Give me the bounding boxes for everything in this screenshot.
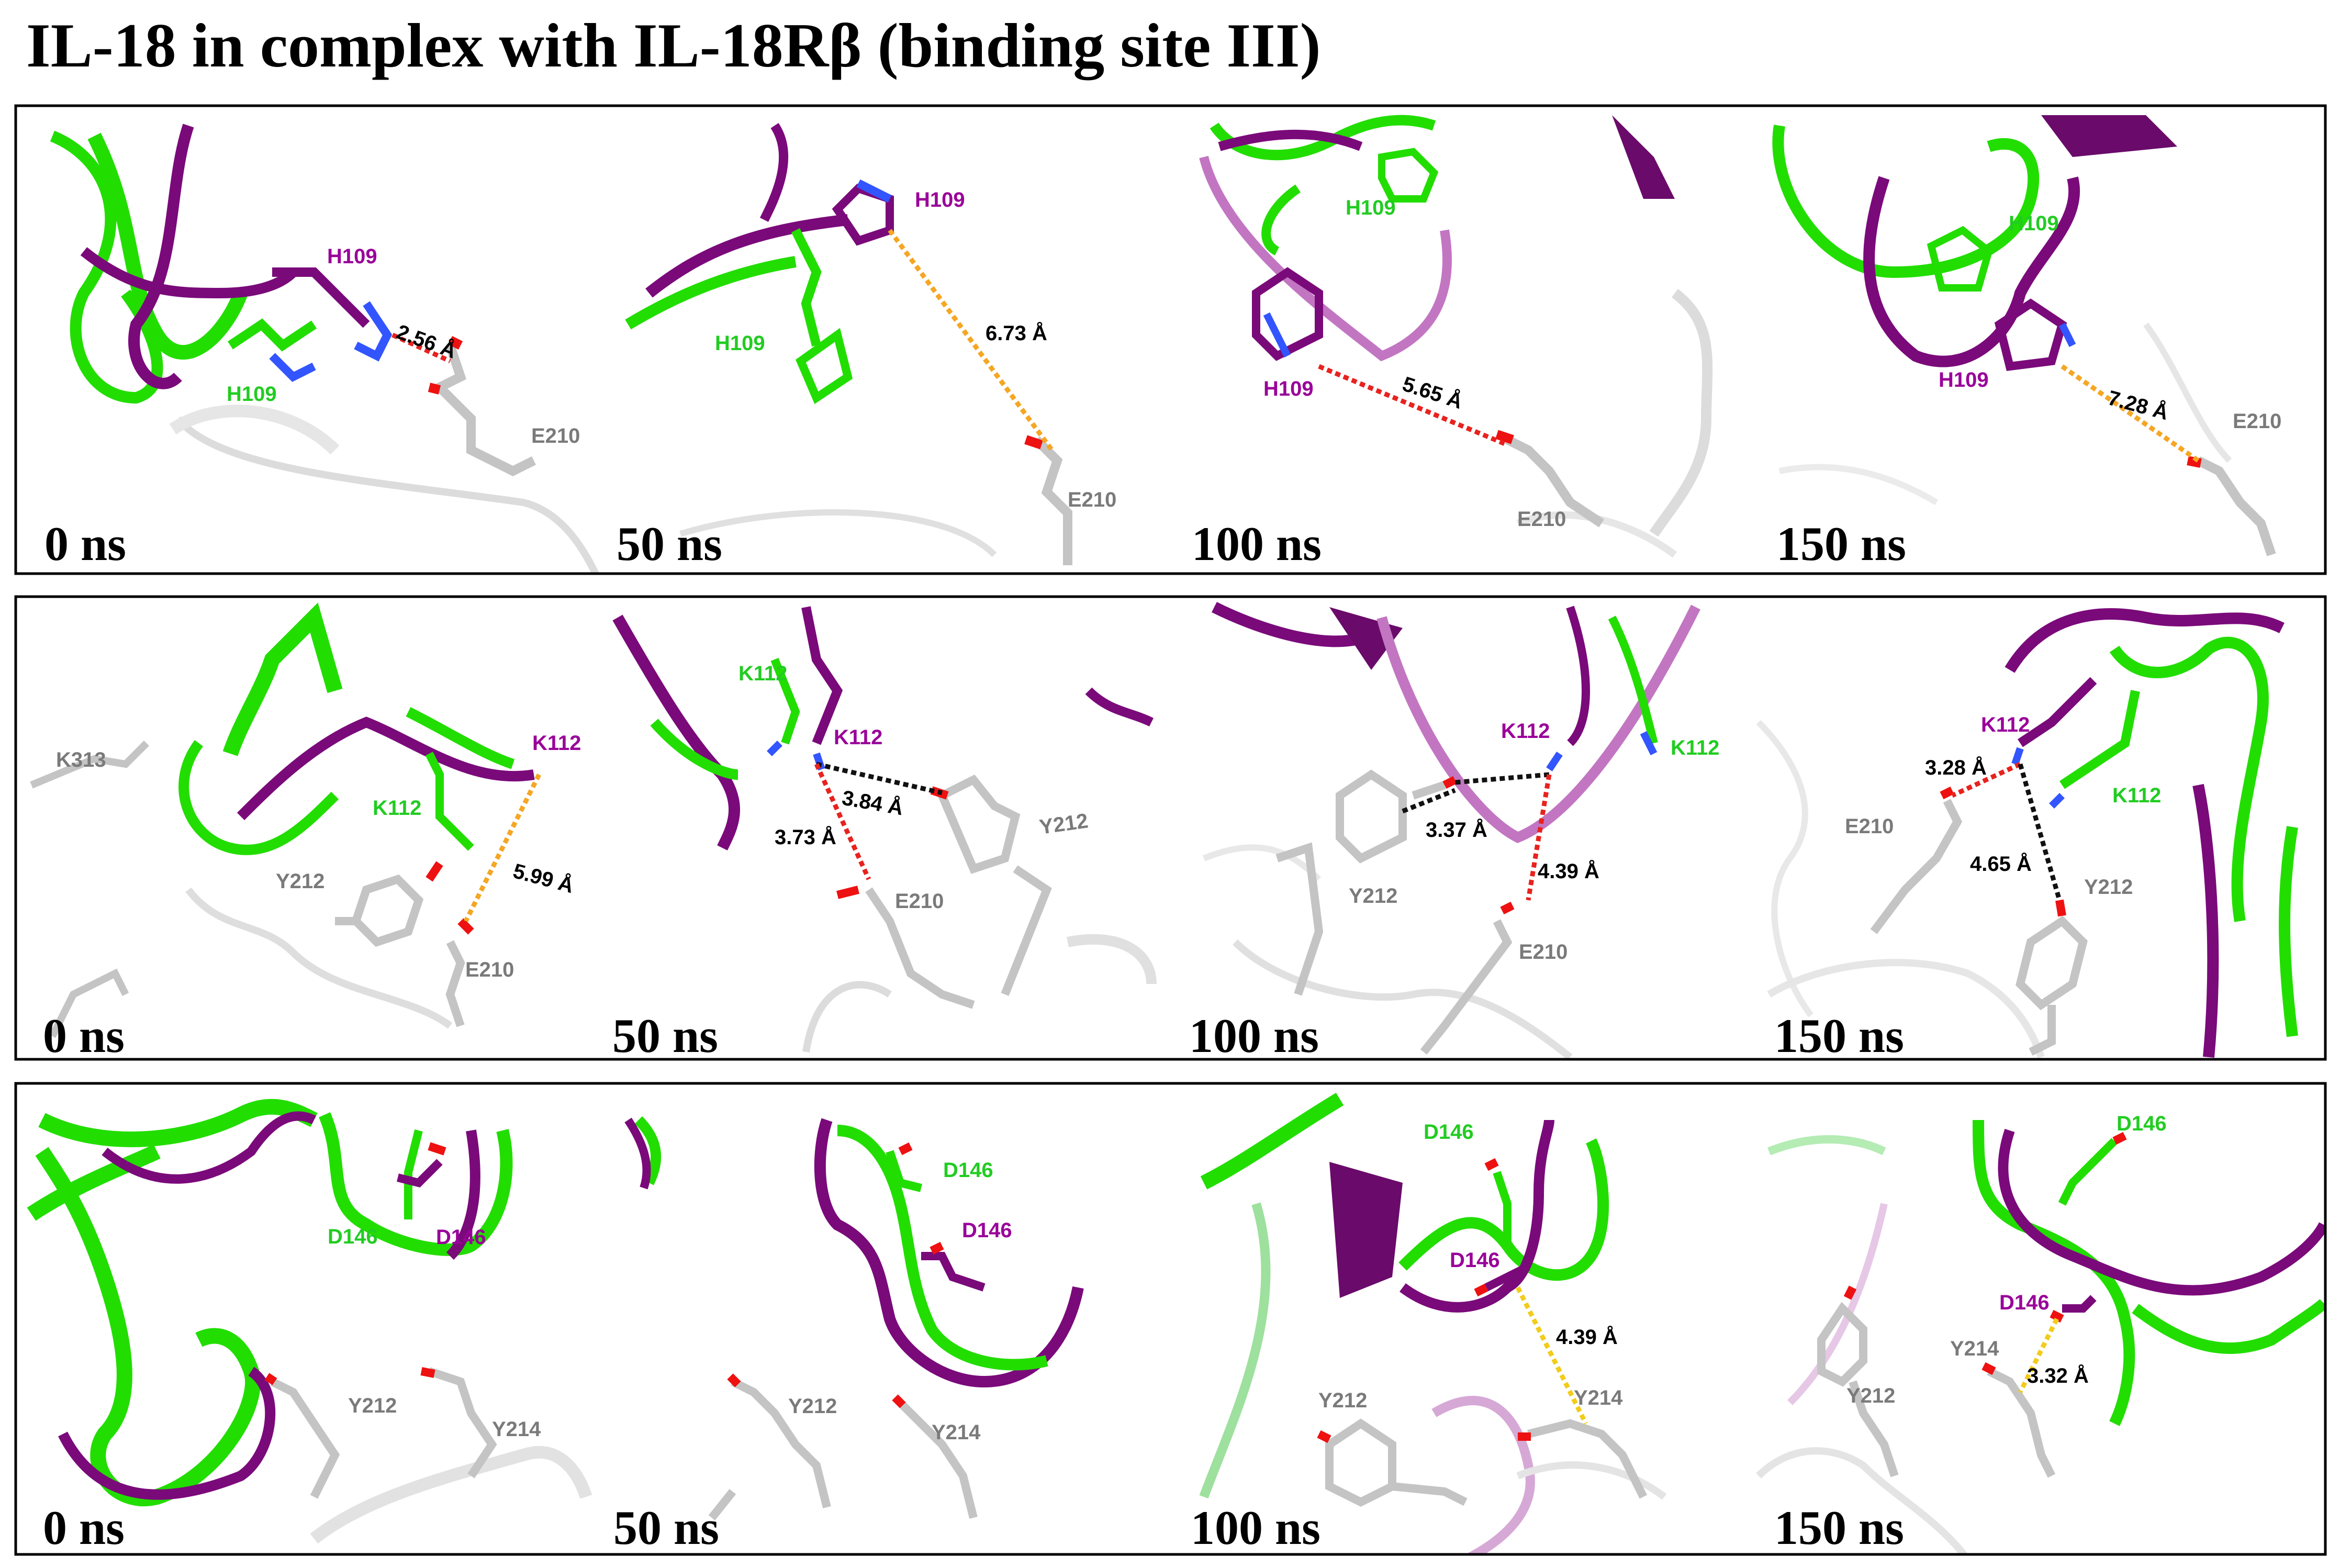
row2-panel2-distance-2: 3.73 Å xyxy=(775,825,836,849)
row2-time-3: 100 ns xyxy=(1189,1009,1319,1062)
row-3-d146: D146 D146 Y212 Y214 D146 xyxy=(14,1082,2327,1556)
row-3-frame xyxy=(14,1082,2327,1556)
row-1-frame xyxy=(14,104,2327,575)
row1-panel1-label-gray: E210 xyxy=(531,424,580,447)
row1-time-3: 100 ns xyxy=(1192,517,1322,570)
row2-panel4-label-purple: K112 xyxy=(1981,713,2030,736)
row3-panel4-label-purple: D146 xyxy=(1999,1291,2050,1314)
row-1-h109: H109 H109 E210 2.56 Å H109 H109 xyxy=(14,104,2327,575)
row2-panel4-distance-2: 4.65 Å xyxy=(1970,852,2032,876)
row3-panel1-label-gray1: Y212 xyxy=(348,1394,397,1417)
row2-panel3-label-green: K112 xyxy=(1671,736,1719,759)
row1-panel3-label-green: H109 xyxy=(1346,196,1396,219)
row2-panel3-label-gray2: E210 xyxy=(1519,940,1568,964)
row2-panel3-distance-2: 4.39 Å xyxy=(1538,859,1599,883)
row2-panel3-distance-1: 3.37 Å xyxy=(1426,818,1487,842)
row3-panel2-label-green: D146 xyxy=(943,1159,993,1182)
row1-panel4-label-gray: E210 xyxy=(2233,410,2281,433)
row2-panel4-distance-1: 3.28 Å xyxy=(1925,756,1987,779)
row3-time-3: 100 ns xyxy=(1191,1501,1320,1554)
row3-panel4-distance: 3.32 Å xyxy=(2027,1364,2089,1387)
row-2-frame xyxy=(14,595,2327,1061)
row3-panel1-label-gray2: Y214 xyxy=(492,1418,541,1441)
row1-panel2-structure: H109 H109 E210 6.73 Å xyxy=(625,123,1116,565)
row1-panel2-label-gray: E210 xyxy=(1068,488,1116,511)
row1-panel4-label-purple: H109 xyxy=(1939,368,1989,391)
row3-panel2-label-purple: D146 xyxy=(962,1219,1012,1242)
row2-panel2-label-gray2: E210 xyxy=(895,890,944,913)
row3-time-2: 50 ns xyxy=(613,1501,719,1554)
row2-panel3-label-gray1: Y212 xyxy=(1349,884,1397,908)
row2-panel1-label-gray3: E210 xyxy=(465,958,514,981)
row3-panel3-label-purple: D146 xyxy=(1450,1249,1500,1272)
row2-time-4: 150 ns xyxy=(1774,1009,1904,1062)
row3-time-1: 0 ns xyxy=(43,1501,125,1554)
row3-panel3-label-gray1: Y212 xyxy=(1318,1389,1367,1412)
row1-panel1-structure: H109 H109 E210 2.56 Å xyxy=(50,124,600,574)
row2-time-1: 0 ns xyxy=(43,1009,125,1062)
row2-panel2-label-green: K112 xyxy=(738,662,787,685)
row2-panel2-structure: K112 K112 Y212 E210 3.84 Å 3.73 Å xyxy=(612,606,1157,1053)
row2-panel1-label-gray2: Y212 xyxy=(276,870,324,893)
row1-time-1: 0 ns xyxy=(44,517,126,570)
row1-panel2-distance: 6.73 Å xyxy=(986,321,1047,345)
row2-panel4-structure: K112 K112 E210 Y212 3.28 Å 4.65 Å xyxy=(1756,608,2298,1059)
row3-panel4-structure: D146 D146 Y212 Y214 3.32 Å xyxy=(1756,1112,2325,1554)
row2-panel1-structure: K313 K112 K112 Y212 E210 5.99 Å xyxy=(30,602,581,1038)
row3-panel3-structure: D146 D146 Y212 Y214 4.39 Å xyxy=(1199,1092,1667,1554)
row1-panel4-label-green: H109 xyxy=(2009,212,2059,235)
row3-panel4-label-gray2: Y214 xyxy=(1950,1337,1999,1360)
row2-time-2: 50 ns xyxy=(612,1009,718,1062)
row3-panel3-distance: 4.39 Å xyxy=(1556,1325,1618,1349)
row3-panel3-label-green: D146 xyxy=(1424,1121,1474,1144)
figure-title: IL-18 in complex with IL-18Rβ (binding s… xyxy=(26,10,1321,80)
row2-panel1-label-green: K112 xyxy=(373,797,421,820)
row2-panel4-label-gray1: E210 xyxy=(1845,815,1894,838)
row2-panel4-label-gray2: Y212 xyxy=(2084,876,2133,899)
row-2-k112: K313 K112 K112 Y212 E210 5.99 Å xyxy=(14,595,2327,1062)
row1-panel1-label-purple: H109 xyxy=(327,245,377,268)
row3-panel1-label-purple: D146 xyxy=(436,1226,486,1249)
row3-panel4-label-green: D146 xyxy=(2117,1112,2167,1135)
row2-panel3-label-purple: K112 xyxy=(1501,720,1550,743)
row1-panel3-label-gray: E210 xyxy=(1517,508,1566,531)
row2-panel4-label-green: K112 xyxy=(2112,784,2161,807)
row3-panel2-structure: D146 D146 Y212 Y214 xyxy=(624,1116,1084,1520)
row3-panel3-label-gray2: Y214 xyxy=(1574,1386,1623,1409)
row1-panel3-label-purple: H109 xyxy=(1263,377,1314,400)
row2-panel1-label-purple: K112 xyxy=(532,732,581,755)
row1-panel1-distance: 2.56 Å xyxy=(394,320,460,363)
row3-panel2-label-gray2: Y214 xyxy=(932,1421,981,1444)
row2-panel2-label-purple: K112 xyxy=(834,726,882,749)
row3-time-4: 150 ns xyxy=(1774,1501,1904,1554)
row1-time-4: 150 ns xyxy=(1776,517,1906,570)
row3-panel2-label-gray1: Y212 xyxy=(788,1395,837,1418)
row1-panel3-distance: 5.65 Å xyxy=(1399,372,1465,413)
row1-panel3-structure: H109 H109 E210 5.65 Å xyxy=(1199,115,1713,558)
row1-time-2: 50 ns xyxy=(617,517,722,570)
row2-panel1-label-gray1: K313 xyxy=(56,748,106,771)
row2-panel2-distance-1: 3.84 Å xyxy=(840,786,905,820)
row2-panel1-distance: 5.99 Å xyxy=(511,859,576,898)
row1-panel4-structure: H109 H109 E210 7.28 Å xyxy=(1772,115,2281,556)
row1-panel2-label-purple: H109 xyxy=(915,188,965,211)
row3-panel4-label-gray1: Y212 xyxy=(1846,1384,1895,1407)
row2-panel2-label-gray1: Y212 xyxy=(1038,809,1090,839)
row1-panel2-label-green: H109 xyxy=(715,332,765,355)
row3-panel1-structure: D146 D146 Y212 Y214 xyxy=(27,1099,592,1544)
row1-panel1-label-green: H109 xyxy=(227,383,277,406)
row2-panel3-structure: K112 K112 Y212 E210 3.37 Å 4.39 Å xyxy=(1202,602,1719,1059)
row3-panel1-label-green: D146 xyxy=(328,1225,378,1248)
